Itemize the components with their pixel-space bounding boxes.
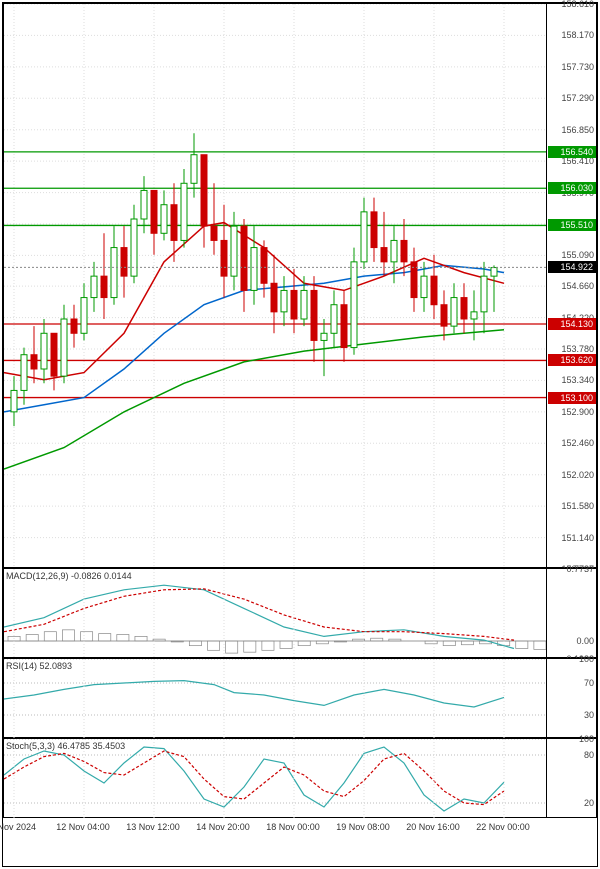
ytick-label: 155.090 — [561, 250, 594, 260]
price-panel[interactable]: 150.700151.140151.580152.020152.460152.9… — [3, 3, 597, 568]
xtick-label: 20 Nov 16:00 — [406, 822, 460, 832]
stoch-label: Stoch(5,3,3) 46.4785 35.4503 — [6, 741, 125, 751]
xtick-label: 0 Nov 2024 — [0, 822, 36, 832]
ytick-label: 0.7737 — [566, 564, 594, 574]
ytick-label: 158.170 — [561, 30, 594, 40]
rsi-plot — [4, 659, 548, 739]
ytick-label: 30 — [584, 710, 594, 720]
support-resistance-label: 156.540 — [548, 146, 596, 158]
xtick-label: 22 Nov 00:00 — [476, 822, 530, 832]
support-resistance-label: 153.620 — [548, 354, 596, 366]
ytick-label: 80 — [584, 750, 594, 760]
rsi-label: RSI(14) 52.0893 — [6, 661, 72, 671]
rsi-yaxis: 03070100 — [546, 659, 596, 737]
macd-panel[interactable]: MACD(12,26,9) -0.0826 0.0144 -0.19330.00… — [3, 568, 597, 658]
support-resistance-label: 154.130 — [548, 318, 596, 330]
ytick-label: 100 — [579, 734, 594, 744]
xtick-label: 19 Nov 08:00 — [336, 822, 390, 832]
ytick-label: 154.660 — [561, 281, 594, 291]
support-resistance-label: 155.510 — [548, 219, 596, 231]
ytick-label: 152.020 — [561, 470, 594, 480]
support-resistance-label: 156.030 — [548, 182, 596, 194]
price-plot — [4, 4, 548, 569]
ytick-label: 152.900 — [561, 407, 594, 417]
ytick-label: 153.340 — [561, 375, 594, 385]
ytick-label: 152.460 — [561, 438, 594, 448]
ytick-label: 70 — [584, 678, 594, 688]
xtick-label: 12 Nov 04:00 — [56, 822, 110, 832]
macd-label: MACD(12,26,9) -0.0826 0.0144 — [6, 571, 132, 581]
xtick-label: 18 Nov 00:00 — [266, 822, 320, 832]
ytick-label: 151.580 — [561, 501, 594, 511]
current-price-label: 154.922 — [548, 261, 596, 273]
time-axis: 0 Nov 2024 12 Nov 04:00 13 Nov 12:00 14 Nov… — [3, 818, 597, 843]
stoch-yaxis: 2080100 — [546, 739, 596, 817]
ytick-label: 157.730 — [561, 62, 594, 72]
ytick-label: 158.610 — [561, 0, 594, 9]
rsi-panel[interactable]: RSI(14) 52.0893 03070100 — [3, 658, 597, 738]
ytick-label: 0.00 — [576, 636, 594, 646]
stoch-panel[interactable]: Stoch(5,3,3) 46.4785 35.4503 2080100 — [3, 738, 597, 818]
ytick-label: 151.140 — [561, 533, 594, 543]
ytick-label: 156.850 — [561, 125, 594, 135]
xtick-label: 14 Nov 20:00 — [196, 822, 250, 832]
xtick-label: 13 Nov 12:00 — [126, 822, 180, 832]
macd-plot — [4, 569, 548, 659]
macd-yaxis: -0.19330.000.7737 — [546, 569, 596, 657]
ytick-label: 20 — [584, 798, 594, 808]
support-resistance-label: 153.100 — [548, 392, 596, 404]
ytick-label: 153.780 — [561, 344, 594, 354]
ytick-label: 100 — [579, 654, 594, 664]
chart-container: 150.700151.140151.580152.020152.460152.9… — [2, 2, 598, 867]
price-yaxis: 150.700151.140151.580152.020152.460152.9… — [546, 4, 596, 567]
ytick-label: 157.290 — [561, 93, 594, 103]
stoch-plot — [4, 739, 548, 819]
